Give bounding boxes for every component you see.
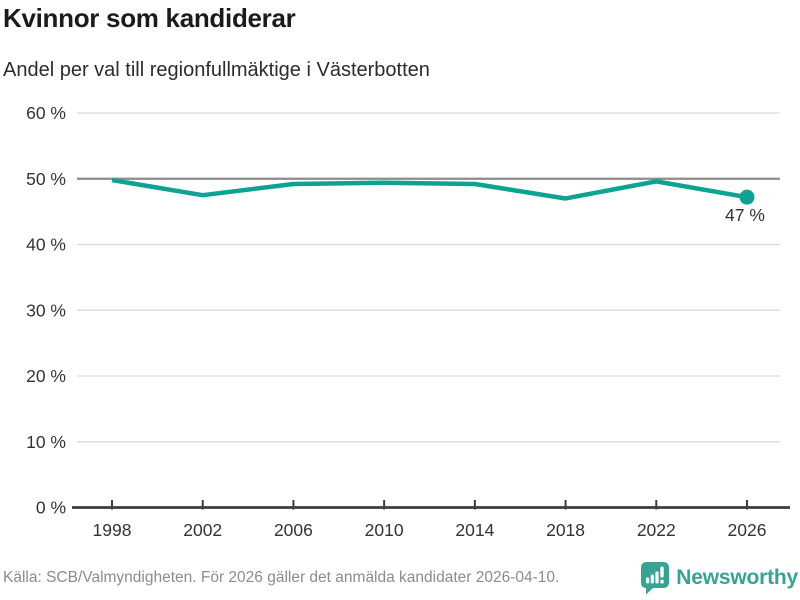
data-line [111,177,748,201]
end-point-marker [739,189,755,205]
x-tick-label: 1998 [93,520,132,540]
y-tick-label: 50 % [26,169,66,189]
y-tick-label: 0 % [36,498,66,518]
x-tick-label: 2010 [365,520,404,540]
brand-wordmark: Newsworthy [676,566,798,589]
y-tick-label: 10 % [26,432,66,452]
y-tick-label: 40 % [26,235,66,255]
newsworthy-logo: Newsworthy [641,562,798,594]
x-tick-label: 2018 [546,520,585,540]
x-tick-label: 2014 [455,520,494,540]
end-point-label: 47 % [725,205,765,225]
y-tick-label: 60 % [26,103,66,123]
x-tick-label: 2026 [728,520,767,540]
newsworthy-bubble-chart-icon [641,562,670,594]
source-note: Källa: SCB/Valmyndigheten. För 2026 gäll… [3,569,560,586]
x-tick-label: 2022 [637,520,676,540]
y-tick-label: 30 % [26,300,66,320]
x-tick-label: 2002 [183,520,222,540]
y-tick-label: 20 % [26,366,66,386]
chart-title: Kvinnor som kandiderar [3,3,296,33]
chart-subtitle: Andel per val till regionfullmäktige i V… [3,59,430,81]
footer: Källa: SCB/Valmyndigheten. För 2026 gäll… [3,560,798,596]
x-tick-label: 2006 [274,520,313,540]
